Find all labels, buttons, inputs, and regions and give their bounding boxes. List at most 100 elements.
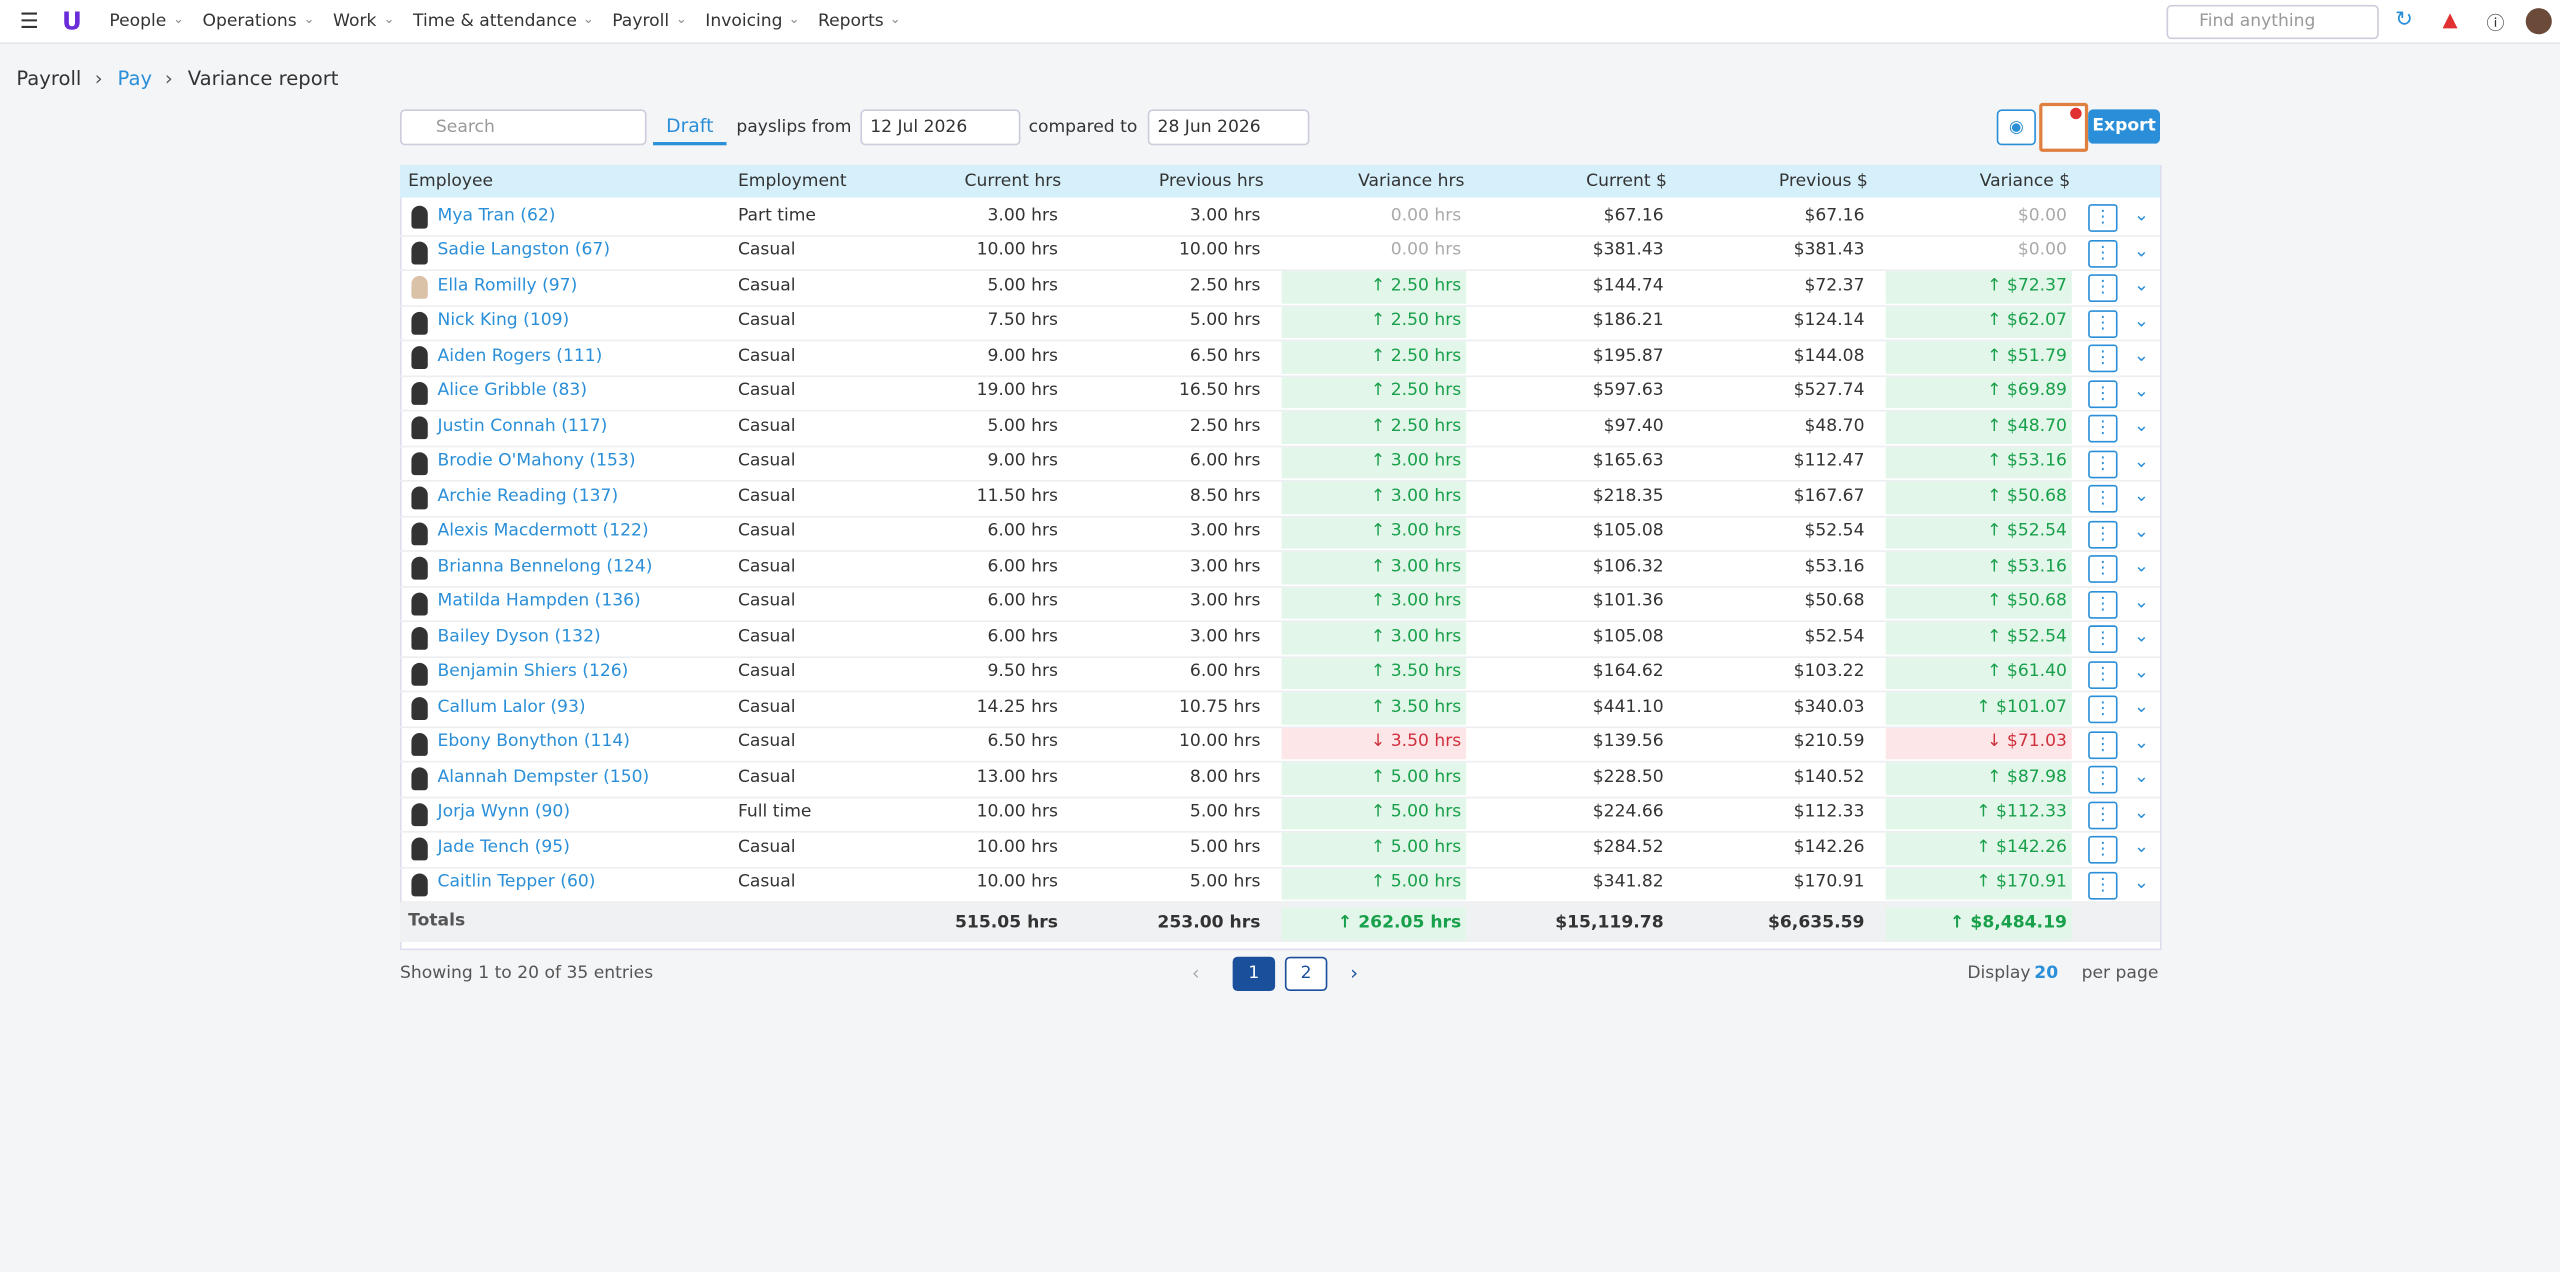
trend-arrow: ↑ xyxy=(1976,837,1997,857)
notifications-icon[interactable]: ▲ xyxy=(2442,8,2458,32)
column-header[interactable]: Variance hrs xyxy=(1358,171,1465,192)
global-search[interactable] xyxy=(2166,4,2379,40)
row-expand[interactable]: ⌄ xyxy=(2133,660,2149,682)
nav-menu-item[interactable]: Time & attendance xyxy=(413,11,577,32)
row-expand[interactable]: ⌄ xyxy=(2133,730,2149,752)
row-menu-button[interactable]: ⋮ xyxy=(2088,414,2118,443)
nav-menu-item[interactable]: Reports xyxy=(817,11,884,32)
row-expand[interactable]: ⌄ xyxy=(2133,274,2149,296)
export-button[interactable]: Export xyxy=(2088,109,2160,144)
next-page[interactable]: › xyxy=(1350,961,1359,985)
row-menu-button[interactable]: ⋮ xyxy=(2088,204,2118,232)
row-expand[interactable]: ⌄ xyxy=(2133,379,2149,401)
from-date-box[interactable] xyxy=(860,109,1021,146)
row-menu-button[interactable]: ⋮ xyxy=(2088,239,2118,267)
column-header[interactable]: Current hrs xyxy=(964,171,1062,192)
row-menu-button[interactable]: ⋮ xyxy=(2088,379,2118,408)
employee-link[interactable]: Alexis Macdermott (122) xyxy=(437,521,649,541)
employee-link[interactable]: Nick King (109) xyxy=(437,310,570,331)
employee-link[interactable]: Brianna Bennelong (124) xyxy=(437,556,653,576)
column-header[interactable]: Employment xyxy=(737,171,847,192)
employee-link[interactable]: Brodie O'Mahony (153) xyxy=(437,451,636,471)
employee-link[interactable]: Jade Tench (95) xyxy=(437,837,570,857)
cell: $340.03 xyxy=(1793,696,1865,717)
row-menu-button[interactable]: ⋮ xyxy=(2088,590,2118,618)
row-menu-button[interactable]: ⋮ xyxy=(2088,765,2118,794)
row-expand[interactable]: ⌄ xyxy=(2133,871,2149,893)
row-expand[interactable]: ⌄ xyxy=(2133,309,2149,331)
page-button[interactable]: 1 xyxy=(1232,956,1276,992)
employee-link[interactable]: Alice Gribble (83) xyxy=(437,380,588,401)
row-menu-button[interactable]: ⋮ xyxy=(2088,274,2118,303)
employee-link[interactable]: Matilda Hampden (136) xyxy=(437,591,641,612)
view-button[interactable]: ◉ xyxy=(1996,109,2036,146)
row-expand[interactable]: ⌄ xyxy=(2133,555,2149,577)
menu-button[interactable]: ☰ xyxy=(19,9,39,35)
status-tab[interactable]: Draft xyxy=(653,109,727,146)
row-expand[interactable]: ⌄ xyxy=(2133,800,2149,823)
variance-bg xyxy=(1885,657,2072,689)
employee-link[interactable]: Archie Reading (137) xyxy=(437,486,619,506)
logo[interactable]: U xyxy=(62,6,82,36)
nav-menu-item[interactable]: Invoicing xyxy=(705,11,783,32)
employee-link[interactable]: Bailey Dyson (132) xyxy=(437,626,601,647)
column-header[interactable]: Current $ xyxy=(1586,171,1667,192)
row-expand[interactable]: ⌄ xyxy=(2133,449,2149,472)
column-header[interactable]: Employee xyxy=(408,171,494,192)
row-expand[interactable]: ⌄ xyxy=(2133,695,2149,717)
row-expand[interactable]: ⌄ xyxy=(2133,835,2149,858)
row-menu-button[interactable]: ⋮ xyxy=(2088,625,2118,654)
column-header[interactable]: Previous $ xyxy=(1778,171,1868,192)
row-menu-button[interactable]: ⋮ xyxy=(2088,344,2118,373)
employee-link[interactable]: Ella Romilly (97) xyxy=(437,275,578,296)
row-menu-button[interactable]: ⋮ xyxy=(2088,695,2118,724)
nav-menu-item[interactable]: Payroll xyxy=(612,11,670,32)
nav-menu-item[interactable]: Work xyxy=(333,11,377,32)
row-menu-button[interactable]: ⋮ xyxy=(2088,519,2118,548)
nav-menu-item[interactable]: Operations xyxy=(202,11,297,32)
row-expand[interactable]: ⌄ xyxy=(2133,519,2149,542)
column-header[interactable]: Previous hrs xyxy=(1158,171,1264,192)
row-menu-button[interactable]: ⋮ xyxy=(2088,800,2118,829)
cell: 10.00 hrs xyxy=(976,872,1058,892)
breadcrumb-item[interactable]: Payroll xyxy=(16,66,82,90)
row-menu-button[interactable]: ⋮ xyxy=(2088,660,2118,689)
row-menu-button[interactable]: ⋮ xyxy=(2088,555,2118,583)
per-page-select[interactable]: 20 xyxy=(2034,963,2059,983)
row-expand[interactable]: ⌄ xyxy=(2133,625,2149,647)
help-icon[interactable]: ⓘ xyxy=(2486,13,2505,35)
employee-link[interactable]: Alannah Dempster (150) xyxy=(437,766,650,787)
row-expand[interactable]: ⌄ xyxy=(2133,344,2149,366)
row-menu-button[interactable]: ⋮ xyxy=(2088,449,2118,478)
row-expand[interactable]: ⌄ xyxy=(2133,414,2149,436)
column-header[interactable]: Variance $ xyxy=(1979,171,2071,192)
search-box[interactable] xyxy=(399,109,647,146)
row-menu-button[interactable]: ⋮ xyxy=(2088,730,2118,759)
breadcrumb-item[interactable]: Pay xyxy=(117,66,153,90)
employee-link[interactable]: Sadie Langston (67) xyxy=(437,240,611,260)
employee-link[interactable]: Justin Connah (117) xyxy=(437,415,608,436)
avatar[interactable] xyxy=(2525,8,2552,35)
nav-menu-item[interactable]: People xyxy=(109,11,167,32)
employee-link[interactable]: Caitlin Tepper (60) xyxy=(437,872,596,892)
employee-link[interactable]: Jorja Wynn (90) xyxy=(437,802,571,822)
employee-link[interactable]: Ebony Bonython (114) xyxy=(437,731,630,752)
row-expand[interactable]: ⌄ xyxy=(2133,239,2149,261)
row-menu-button[interactable]: ⋮ xyxy=(2088,309,2118,338)
page-button[interactable]: 2 xyxy=(1284,956,1328,992)
row-expand[interactable]: ⌄ xyxy=(2133,590,2149,612)
trend-arrow: ↑ xyxy=(1370,696,1391,717)
row-expand[interactable]: ⌄ xyxy=(2133,484,2149,507)
employee-link[interactable]: Aiden Rogers (111) xyxy=(437,345,603,366)
row-menu-button[interactable]: ⋮ xyxy=(2088,871,2118,899)
employee-link[interactable]: Callum Lalor (93) xyxy=(437,696,586,717)
row-expand[interactable]: ⌄ xyxy=(2133,765,2149,787)
row-menu-button[interactable]: ⋮ xyxy=(2088,835,2118,864)
row-menu-button[interactable]: ⋮ xyxy=(2088,484,2118,513)
row-expand[interactable]: ⌄ xyxy=(2133,204,2149,226)
compare-date-box[interactable] xyxy=(1147,109,1310,146)
employee-link[interactable]: Benjamin Shiers (126) xyxy=(437,661,629,682)
sync-icon[interactable]: ↻ xyxy=(2395,8,2413,33)
prev-page[interactable]: ‹ xyxy=(1191,961,1200,985)
employee-link[interactable]: Mya Tran (62) xyxy=(437,205,556,225)
